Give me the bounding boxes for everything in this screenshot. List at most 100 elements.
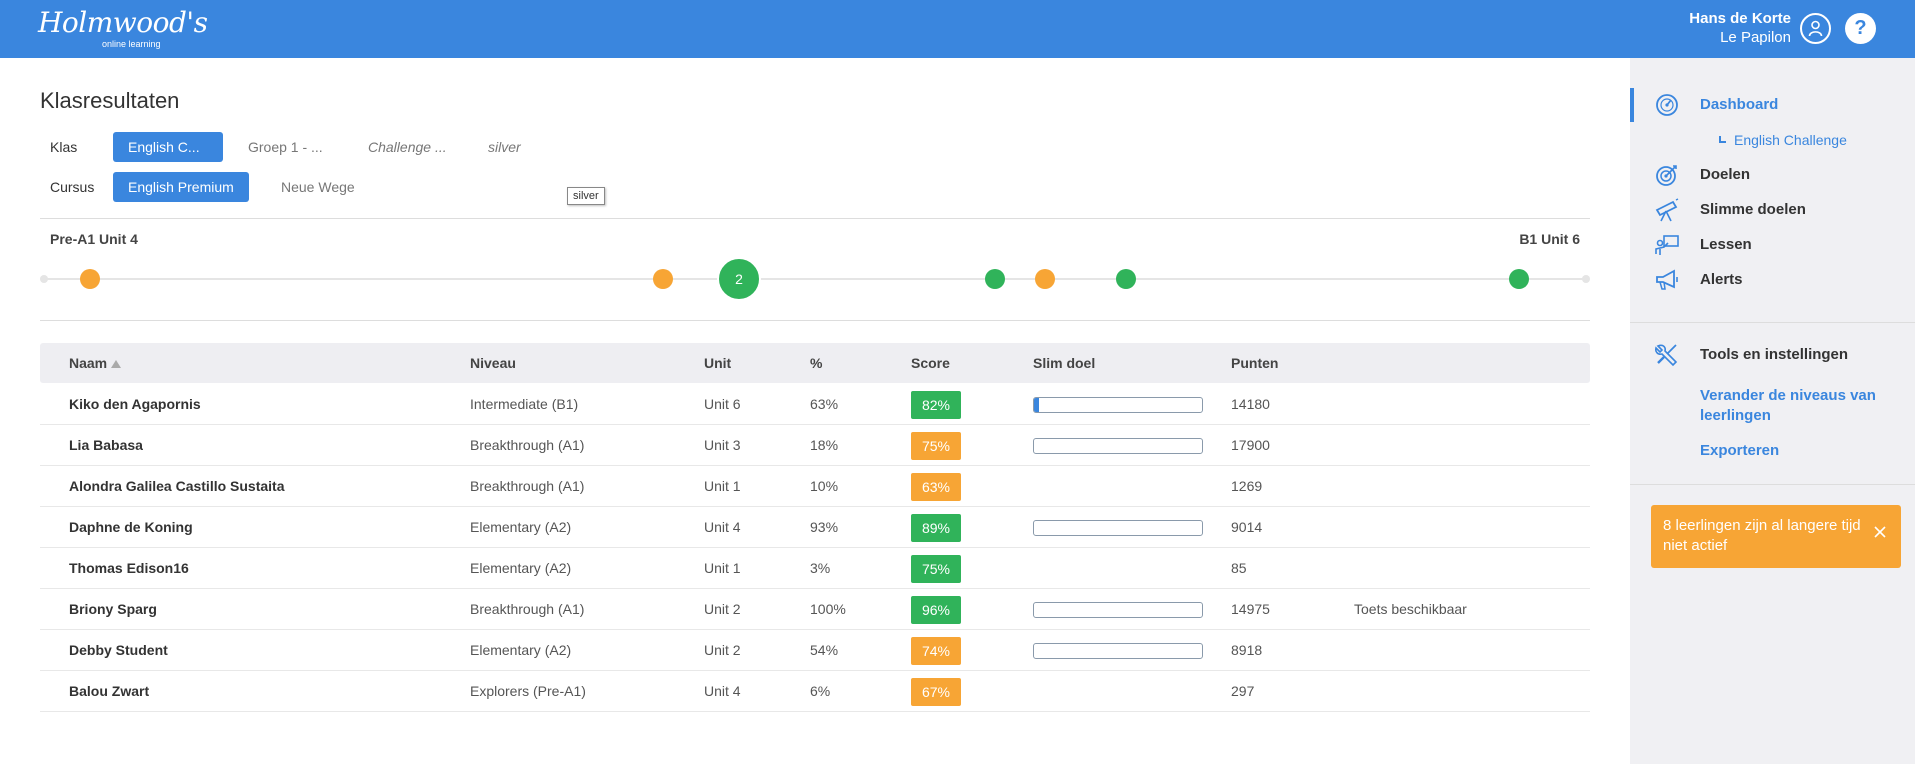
- student-dot[interactable]: [653, 269, 673, 289]
- student-percent: 18%: [810, 437, 839, 453]
- table-row[interactable]: Lia Babasa Breakthrough (A1) Unit 3 18% 75% 1…: [40, 425, 1590, 466]
- cursus-label: Cursus: [50, 179, 95, 195]
- table-row[interactable]: Thomas Edison16 Elementary (A2) Unit 1 3% 75…: [40, 548, 1590, 589]
- sidebar-item-lessen[interactable]: Lessen: [1630, 228, 1915, 262]
- student-points: 85: [1231, 560, 1247, 576]
- user-info: Hans de Korte Le Papilon: [1689, 10, 1791, 48]
- tree-branch-icon: [1719, 136, 1726, 143]
- page-title: Klasresultaten: [40, 88, 180, 113]
- progress-fill: [1034, 398, 1040, 412]
- student-percent: 3%: [810, 560, 831, 576]
- student-dot[interactable]: [80, 269, 100, 289]
- column-header-score[interactable]: Score: [911, 355, 950, 371]
- table-row[interactable]: Balou Zwart Explorers (Pre-A1) Unit 4 6% 67%…: [40, 671, 1590, 712]
- student-cluster-dot[interactable]: 2: [717, 257, 761, 301]
- student-name[interactable]: Daphne de Koning: [69, 519, 193, 535]
- student-level: Breakthrough (A1): [470, 437, 585, 453]
- klas-option-english[interactable]: English C...: [113, 132, 223, 162]
- student-name[interactable]: Briony Sparg: [69, 601, 157, 617]
- logo-text: Holmwood's: [38, 6, 208, 39]
- student-dot[interactable]: [1116, 269, 1136, 289]
- slim-doel-progress-bar: [1033, 397, 1203, 413]
- column-header-percent[interactable]: %: [810, 355, 823, 371]
- score-badge: 74%: [911, 637, 961, 665]
- student-level: Breakthrough (A1): [470, 601, 585, 617]
- student-name[interactable]: Kiko den Agapornis: [69, 396, 201, 412]
- student-name[interactable]: Thomas Edison16: [69, 560, 189, 576]
- klas-option-silver[interactable]: silver: [488, 139, 521, 155]
- progress-track: [44, 278, 1586, 280]
- cursus-option-english-premium[interactable]: English Premium: [113, 172, 249, 202]
- cursus-option-neue-wege[interactable]: Neue Wege: [281, 179, 355, 195]
- student-percent: 54%: [810, 642, 839, 658]
- column-header-slim-doel[interactable]: Slim doel: [1033, 355, 1096, 371]
- table-row[interactable]: Debby Student Elementary (A2) Unit 2 54% 74%…: [40, 630, 1590, 671]
- student-level: Elementary (A2): [470, 560, 572, 576]
- student-name[interactable]: Lia Babasa: [69, 437, 143, 453]
- table-row[interactable]: Kiko den Agapornis Intermediate (B1) Unit …: [40, 384, 1590, 425]
- student-points: 8918: [1231, 642, 1263, 658]
- user-profile-icon[interactable]: [1800, 13, 1831, 44]
- column-header-unit[interactable]: Unit: [704, 355, 732, 371]
- student-dot[interactable]: [985, 269, 1005, 289]
- score-badge: 82%: [911, 391, 961, 419]
- tooltip: silver: [567, 187, 605, 205]
- student-unit: Unit 6: [704, 396, 741, 412]
- teacher-board-icon: [1655, 235, 1679, 255]
- sidebar-item-doelen[interactable]: Doelen: [1630, 158, 1915, 192]
- column-header-naam-label: Naam: [69, 355, 108, 371]
- score-badge: 96%: [911, 596, 961, 624]
- sidebar-subitem-english-challenge[interactable]: English Challenge: [1719, 128, 1847, 152]
- sidebar-item-tools[interactable]: Tools en instellingen: [1630, 338, 1915, 372]
- column-header-naam[interactable]: Naam: [69, 343, 122, 383]
- results-table-header: Naam Niveau Unit % Score Slim doel Punte…: [40, 343, 1590, 383]
- column-header-niveau[interactable]: Niveau: [470, 355, 516, 371]
- klas-option-challenge[interactable]: Challenge ...: [368, 139, 447, 155]
- alert-text: 8 leerlingen zijn al langere tijd niet a…: [1663, 517, 1861, 554]
- student-level: Elementary (A2): [470, 519, 572, 535]
- top-header: Holmwood's online learning Hans de Korte…: [0, 0, 1915, 58]
- table-row[interactable]: Briony Sparg Breakthrough (A1) Unit 2 100% 9…: [40, 589, 1590, 630]
- help-icon[interactable]: ?: [1845, 13, 1876, 44]
- student-dot[interactable]: [1509, 269, 1529, 289]
- slim-doel-progress-bar: [1033, 643, 1203, 659]
- test-available-note: Toets beschikbaar: [1354, 601, 1467, 617]
- sidebar: Dashboard English Challenge Doelen Slimm…: [1630, 58, 1915, 764]
- student-dot[interactable]: [1035, 269, 1055, 289]
- sidebar-subitem-label: English Challenge: [1734, 132, 1847, 148]
- holmwoods-logo[interactable]: Holmwood's online learning: [38, 6, 208, 50]
- logo-subtitle: online learning: [102, 39, 161, 49]
- sidebar-item-tools-label: Tools en instellingen: [1700, 346, 1849, 363]
- table-row[interactable]: Daphne de Koning Elementary (A2) Unit 4 93%…: [40, 507, 1590, 548]
- slim-doel-progress-bar: [1033, 602, 1203, 618]
- sidebar-item-slimme-doelen-label: Slimme doelen: [1700, 201, 1806, 218]
- student-name[interactable]: Debby Student: [69, 642, 168, 658]
- active-indicator: [1630, 88, 1634, 122]
- sidebar-item-alerts[interactable]: Alerts: [1630, 263, 1915, 297]
- telescope-icon: [1655, 198, 1679, 222]
- sidebar-item-dashboard[interactable]: Dashboard: [1630, 88, 1915, 122]
- sidebar-item-doelen-label: Doelen: [1700, 166, 1751, 183]
- score-badge: 75%: [911, 555, 961, 583]
- student-points: 1269: [1231, 478, 1263, 494]
- progress-end-label: B1 Unit 6: [1519, 231, 1580, 247]
- student-unit: Unit 4: [704, 683, 741, 699]
- inactive-students-alert[interactable]: 8 leerlingen zijn al langere tijd niet a…: [1651, 505, 1901, 568]
- column-header-punten[interactable]: Punten: [1231, 355, 1279, 371]
- student-name[interactable]: Alondra Galilea Castillo Sustaita: [69, 478, 285, 494]
- student-percent: 100%: [810, 601, 846, 617]
- close-icon[interactable]: [1873, 525, 1887, 539]
- sidebar-item-dashboard-label: Dashboard: [1700, 96, 1779, 113]
- slim-doel-progress-bar: [1033, 520, 1203, 536]
- klas-option-groep1[interactable]: Groep 1 - ...: [248, 139, 323, 155]
- score-badge: 63%: [911, 473, 961, 501]
- table-row[interactable]: Alondra Galilea Castillo Sustaita Breakth…: [40, 466, 1590, 507]
- student-name[interactable]: Balou Zwart: [69, 683, 150, 699]
- student-points: 17900: [1231, 437, 1270, 453]
- divider: [40, 218, 1590, 219]
- sidebar-item-slimme-doelen[interactable]: Slimme doelen: [1630, 193, 1915, 227]
- student-points: 297: [1231, 683, 1255, 699]
- link-change-levels[interactable]: Verander de niveaus van leerlingen: [1700, 387, 1876, 424]
- sidebar-item-lessen-label: Lessen: [1700, 236, 1752, 253]
- link-export[interactable]: Exporteren: [1700, 442, 1780, 459]
